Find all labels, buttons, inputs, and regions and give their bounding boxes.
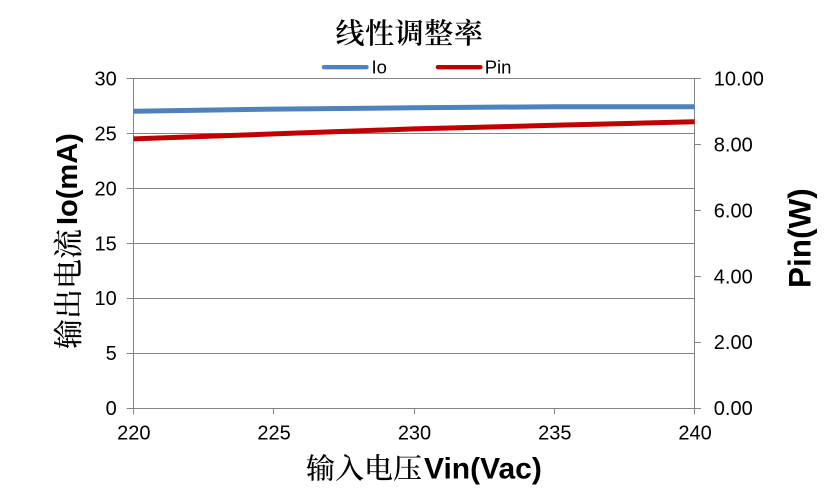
svg-text:Io(mA): Io(mA) [52, 133, 84, 225]
svg-text:230: 230 [398, 423, 431, 445]
svg-text:20: 20 [95, 178, 117, 200]
svg-text:30: 30 [95, 69, 117, 91]
svg-text:5: 5 [106, 343, 117, 365]
svg-text:Io: Io [372, 57, 387, 78]
svg-text:Vin(Vac): Vin(Vac) [424, 453, 542, 486]
svg-text:Pin: Pin [485, 57, 512, 78]
svg-text:235: 235 [538, 423, 571, 445]
svg-text:220: 220 [117, 423, 150, 445]
svg-text:225: 225 [257, 423, 290, 445]
svg-text:8.00: 8.00 [714, 134, 753, 156]
svg-text:4.00: 4.00 [714, 266, 753, 288]
svg-text:15: 15 [95, 233, 117, 255]
svg-text:Pin(W): Pin(W) [782, 188, 818, 288]
svg-text:0.00: 0.00 [714, 398, 753, 420]
svg-text:10.00: 10.00 [714, 69, 764, 91]
svg-text:25: 25 [95, 123, 117, 145]
svg-text:6.00: 6.00 [714, 200, 753, 222]
svg-text:240: 240 [678, 423, 711, 445]
svg-text:0: 0 [106, 398, 117, 420]
svg-text:2.00: 2.00 [714, 332, 753, 354]
svg-text:10: 10 [95, 288, 117, 310]
